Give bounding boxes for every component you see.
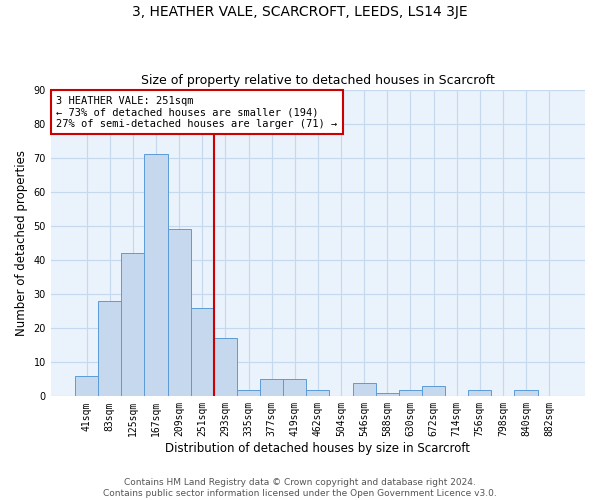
- Bar: [237, 390, 260, 396]
- Bar: [145, 154, 167, 396]
- Bar: [399, 390, 422, 396]
- Bar: [307, 390, 329, 396]
- Bar: [283, 380, 307, 396]
- Bar: [514, 390, 538, 396]
- Y-axis label: Number of detached properties: Number of detached properties: [15, 150, 28, 336]
- Bar: [167, 230, 191, 396]
- Bar: [353, 382, 376, 396]
- Bar: [260, 380, 283, 396]
- Bar: [121, 253, 145, 396]
- Bar: [376, 393, 399, 396]
- Bar: [468, 390, 491, 396]
- Text: 3, HEATHER VALE, SCARCROFT, LEEDS, LS14 3JE: 3, HEATHER VALE, SCARCROFT, LEEDS, LS14 …: [132, 5, 468, 19]
- Text: 3 HEATHER VALE: 251sqm
← 73% of detached houses are smaller (194)
27% of semi-de: 3 HEATHER VALE: 251sqm ← 73% of detached…: [56, 96, 337, 129]
- Bar: [98, 301, 121, 396]
- Bar: [75, 376, 98, 396]
- Bar: [214, 338, 237, 396]
- X-axis label: Distribution of detached houses by size in Scarcroft: Distribution of detached houses by size …: [166, 442, 470, 455]
- Title: Size of property relative to detached houses in Scarcroft: Size of property relative to detached ho…: [141, 74, 495, 87]
- Text: Contains HM Land Registry data © Crown copyright and database right 2024.
Contai: Contains HM Land Registry data © Crown c…: [103, 478, 497, 498]
- Bar: [422, 386, 445, 396]
- Bar: [191, 308, 214, 396]
